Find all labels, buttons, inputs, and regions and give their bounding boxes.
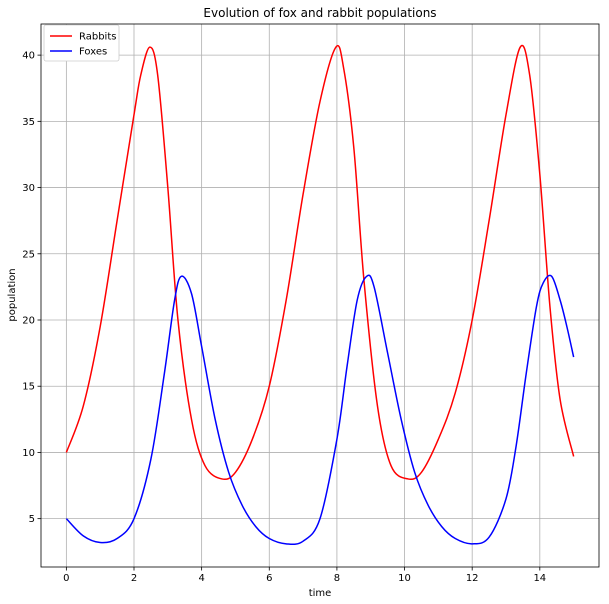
x-tick-label: 0 [63,573,69,584]
chart-title: Evolution of fox and rabbit populations [203,6,436,20]
legend-box [43,24,120,62]
ticks: 0 2 4 6 8 10 12 14 5 10 15 20 25 30 35 40 [22,51,546,584]
y-tick-label: 30 [22,183,35,194]
y-axis-label: population [7,268,18,321]
x-tick-label: 8 [334,573,340,584]
y-tick-label: 15 [22,382,35,393]
y-tick-label: 10 [22,448,35,459]
y-tick-label: 5 [29,514,35,525]
y-tick-label: 35 [22,117,35,128]
legend: Rabbits Foxes [43,24,120,62]
legend-label-foxes: Foxes [79,47,107,58]
plot-frame [40,23,600,568]
legend-label-rabbits: Rabbits [79,32,116,43]
x-tick-label: 4 [198,573,204,584]
x-tick-label: 6 [266,573,272,584]
series-layer [65,44,575,546]
y-tick-label: 25 [22,249,35,260]
y-tick-label: 40 [22,51,35,62]
x-tick-label: 14 [533,573,546,584]
x-tick-label: 2 [131,573,137,584]
series-line-rabbits [65,44,575,481]
grid [41,24,599,567]
y-tick-label: 20 [22,316,35,327]
series-line-foxes [65,274,575,546]
x-tick-label: 10 [398,573,411,584]
x-axis-label: time [309,588,332,599]
x-tick-label: 12 [466,573,479,584]
